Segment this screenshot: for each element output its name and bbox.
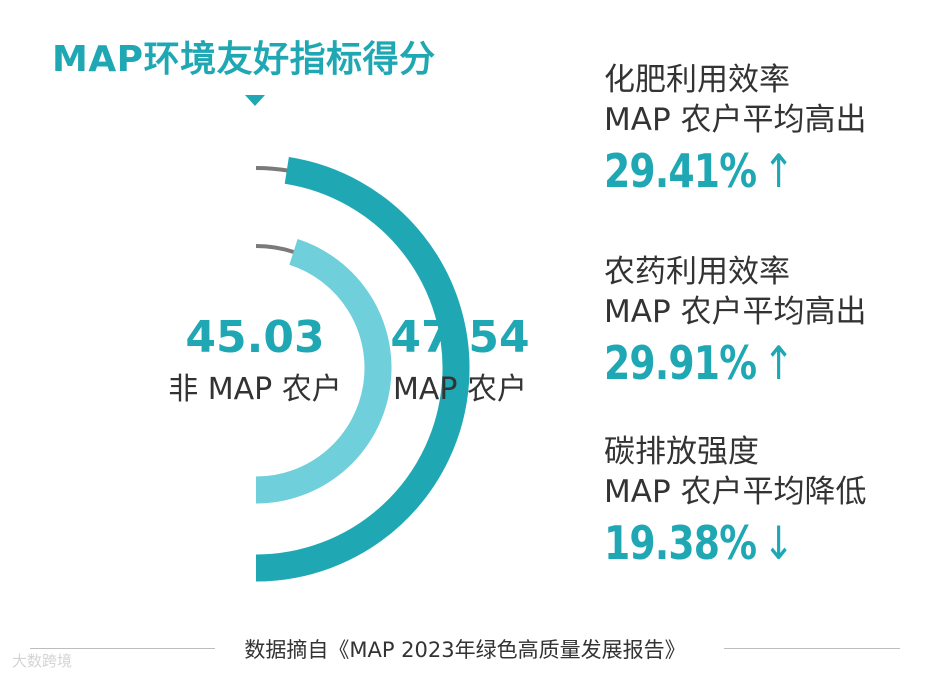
stat-subtitle: MAP 农户平均降低: [604, 474, 867, 510]
outer-label: MAP 农户: [392, 372, 528, 407]
inner-arc-non-map: [255, 239, 392, 504]
inner-value: 45.03: [185, 312, 325, 363]
stat-value: 29.91% ↑: [604, 336, 795, 390]
outer-arc-map: [255, 157, 470, 582]
arrow-down-icon: ↓: [762, 516, 795, 570]
stat-subtitle: MAP 农户平均高出: [604, 102, 867, 138]
title-pointer-icon: [245, 95, 265, 106]
stat-title: 碳排放强度: [604, 434, 759, 470]
source-note: 数据摘自《MAP 2023年绿色高质量发展报告》: [244, 638, 686, 662]
footer-divider-right: [724, 648, 900, 649]
inner-label: 非 MAP 农户: [168, 372, 342, 407]
chart-title: MAP环境友好指标得分: [52, 39, 436, 80]
footer-divider-left: [30, 648, 215, 649]
arrow-up-icon: ↑: [762, 144, 795, 198]
outer-value: 47.54: [390, 312, 530, 363]
stat-pesticide: 农药利用效率 MAP 农户平均高出 29.91% ↑: [604, 252, 867, 390]
stat-subtitle: MAP 农户平均高出: [604, 294, 867, 330]
stat-title: 农药利用效率: [604, 254, 790, 290]
stat-title: 化肥利用效率: [604, 62, 790, 98]
stat-value: 19.38% ↓: [604, 516, 795, 570]
stat-carbon: 碳排放强度 MAP 农户平均降低 19.38% ↓: [604, 432, 867, 570]
stat-value: 29.41% ↑: [604, 144, 795, 198]
arrow-up-icon: ↑: [762, 336, 795, 390]
radial-chart: [255, 157, 470, 582]
watermark: 大数跨境: [12, 652, 73, 670]
stat-fertilizer: 化肥利用效率 MAP 农户平均高出 29.41% ↑: [604, 60, 867, 198]
